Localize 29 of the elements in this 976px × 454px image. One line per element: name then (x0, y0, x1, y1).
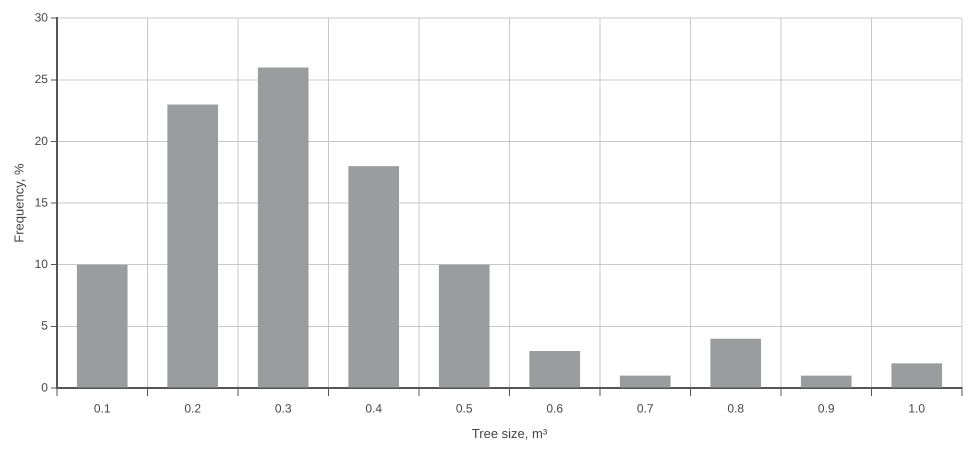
bar (76, 264, 128, 388)
y-axis-title: Frequency, % (11, 163, 26, 243)
y-tick-label: 25 (34, 72, 48, 86)
x-tick-label: 0.4 (365, 402, 382, 416)
bar (891, 363, 942, 388)
x-tick-label: 0.5 (456, 402, 473, 416)
bar (438, 264, 490, 388)
y-tick-label: 0 (41, 380, 48, 394)
x-tick-label: 0.6 (546, 402, 564, 416)
x-tick-label: 0.2 (184, 402, 202, 416)
bar (167, 104, 218, 388)
x-tick-label: 1.0 (908, 402, 926, 416)
bar (620, 376, 671, 388)
bar (348, 166, 400, 388)
bar (258, 68, 309, 388)
bar (710, 338, 762, 388)
y-tick-label: 5 (41, 318, 48, 333)
y-tick-label: 15 (34, 195, 48, 210)
y-tick-label: 30 (34, 10, 48, 25)
y-tick-label: 10 (34, 257, 48, 272)
x-tick-label: 0.3 (274, 402, 292, 416)
x-axis-title: Tree size, m³ (472, 426, 548, 441)
bar (800, 376, 852, 388)
bar (529, 351, 580, 388)
x-tick-label: 0.8 (727, 402, 744, 416)
x-tick-label: 0.9 (818, 402, 835, 416)
y-tick-label: 20 (34, 134, 48, 148)
x-tick-label: 0.1 (94, 402, 111, 416)
x-tick-label: 0.7 (636, 402, 654, 416)
